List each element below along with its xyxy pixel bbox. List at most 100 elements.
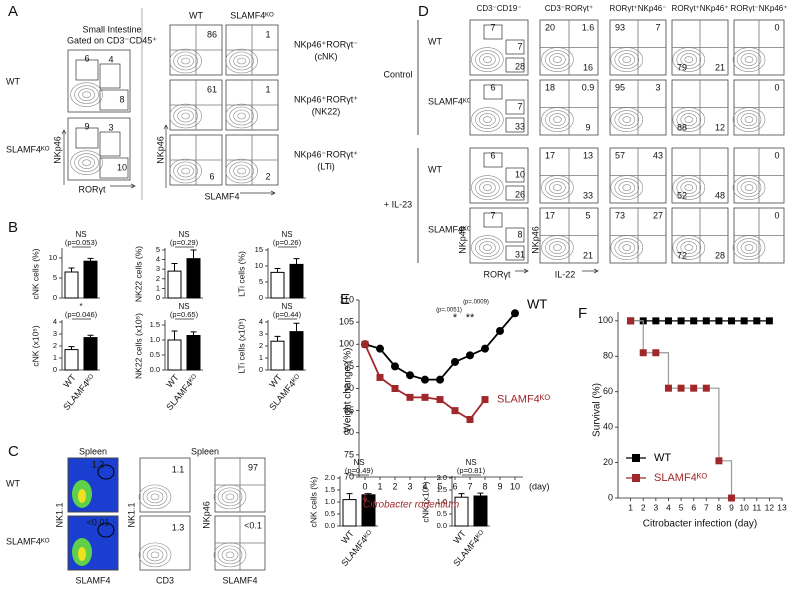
bar <box>64 271 79 299</box>
gate-percent: 26 <box>515 189 525 199</box>
gate-percent: 6 <box>209 171 214 181</box>
contour <box>479 181 496 194</box>
y-tick-label: 0 <box>259 365 263 374</box>
gate-percent: 3 <box>655 82 660 92</box>
flow-plot <box>139 515 191 571</box>
gate-label: NKp46⁺RORγt⁻ <box>294 39 358 49</box>
y-tick-label: 1.0 <box>325 497 335 506</box>
significance: NS <box>281 230 292 239</box>
contour <box>553 116 562 123</box>
gate <box>505 185 525 201</box>
y-tick-label: 0 <box>608 492 613 502</box>
gate-percent: 10 <box>117 162 127 172</box>
label: Small Intestine <box>82 24 141 34</box>
bar <box>83 337 98 371</box>
gate-label: NKp46⁺RORγt⁺ <box>294 94 358 104</box>
contour <box>614 178 640 197</box>
panel-letter: B <box>8 219 18 236</box>
y-tick-label: 4 <box>53 317 57 326</box>
row-label: SLAMF4ᴷᴼ <box>428 96 472 106</box>
contour <box>169 103 202 129</box>
series-label: SLAMF4ᴷᴼ <box>497 393 550 405</box>
error-bar <box>274 268 281 273</box>
series-line <box>364 312 516 381</box>
bar <box>289 263 304 299</box>
p-value: (p=0.29) <box>170 238 199 247</box>
gate <box>483 84 503 100</box>
contour <box>74 153 99 172</box>
marker <box>702 317 710 325</box>
column-label: SLAMF4ᴷᴼ <box>230 10 274 20</box>
contour <box>545 50 570 69</box>
gate-percent: 6 <box>490 150 495 160</box>
gate-percent: 12 <box>715 122 725 132</box>
axis-arrow <box>163 124 169 188</box>
x-tick-label: 9 <box>497 481 502 491</box>
gate-percent: 7 <box>517 41 522 51</box>
gate-percent: 88 <box>677 122 687 132</box>
gate <box>99 63 121 89</box>
contour <box>74 85 99 104</box>
marker <box>652 317 660 325</box>
y-tick-label: 20 <box>603 457 613 467</box>
axis-title: RORγt <box>484 269 511 279</box>
marker <box>481 396 489 404</box>
gate-percent: 1.1 <box>172 464 185 474</box>
error-bar <box>458 493 465 498</box>
contour <box>744 184 754 191</box>
marker <box>639 349 647 357</box>
contour <box>614 110 640 129</box>
gate-percent: 1 <box>265 84 270 94</box>
contour <box>545 178 570 197</box>
contour <box>553 56 562 63</box>
contour <box>736 238 762 257</box>
contour <box>221 548 239 562</box>
gate <box>505 227 525 243</box>
marker <box>715 317 723 325</box>
x-tick-label: WT <box>267 372 284 390</box>
x-tick-label: 6 <box>452 481 457 491</box>
gate <box>75 59 99 81</box>
contour <box>237 112 246 120</box>
contour <box>680 181 698 194</box>
marker <box>740 317 748 325</box>
gate <box>483 24 503 40</box>
gate-percent: 6 <box>490 82 495 92</box>
contour <box>736 110 762 129</box>
contour <box>740 113 758 126</box>
error-bar <box>293 322 300 332</box>
contour <box>553 184 562 191</box>
gate-percent: 0 <box>774 210 779 220</box>
p-value: (p=.0051) <box>436 308 462 314</box>
x-tick-label: 8 <box>717 502 722 512</box>
contour <box>475 178 500 197</box>
contour <box>676 238 702 257</box>
contour <box>82 91 91 98</box>
gate-percent: <0.01 <box>87 517 110 527</box>
gate-percent: 86 <box>207 29 217 39</box>
contour <box>475 110 500 129</box>
significance: NS <box>281 302 292 311</box>
x-tick-label: 4 <box>422 481 427 491</box>
bar <box>167 270 182 299</box>
gate-percent: 31 <box>515 249 525 259</box>
gate-percent: 48 <box>715 190 725 200</box>
axis-title: NKp46 <box>457 226 467 254</box>
gate <box>505 167 525 183</box>
row-label: WT <box>6 76 20 86</box>
gate-percent: 18 <box>545 82 555 92</box>
flow-plot <box>469 207 529 264</box>
contour <box>173 51 198 71</box>
axis-title: (day) <box>529 481 550 491</box>
axis-title: cNK cells (%) <box>308 476 318 527</box>
axis-title: NK1.1 <box>126 502 136 527</box>
contour <box>622 56 632 63</box>
arrow <box>362 493 368 502</box>
column-label: RORγt⁻NKp46⁺ <box>731 4 788 13</box>
y-tick-label: 110 <box>340 294 354 304</box>
contour <box>169 48 202 74</box>
contour <box>225 551 235 559</box>
contour <box>471 107 504 132</box>
contour <box>229 51 254 71</box>
gate-percent: 93 <box>615 22 625 32</box>
